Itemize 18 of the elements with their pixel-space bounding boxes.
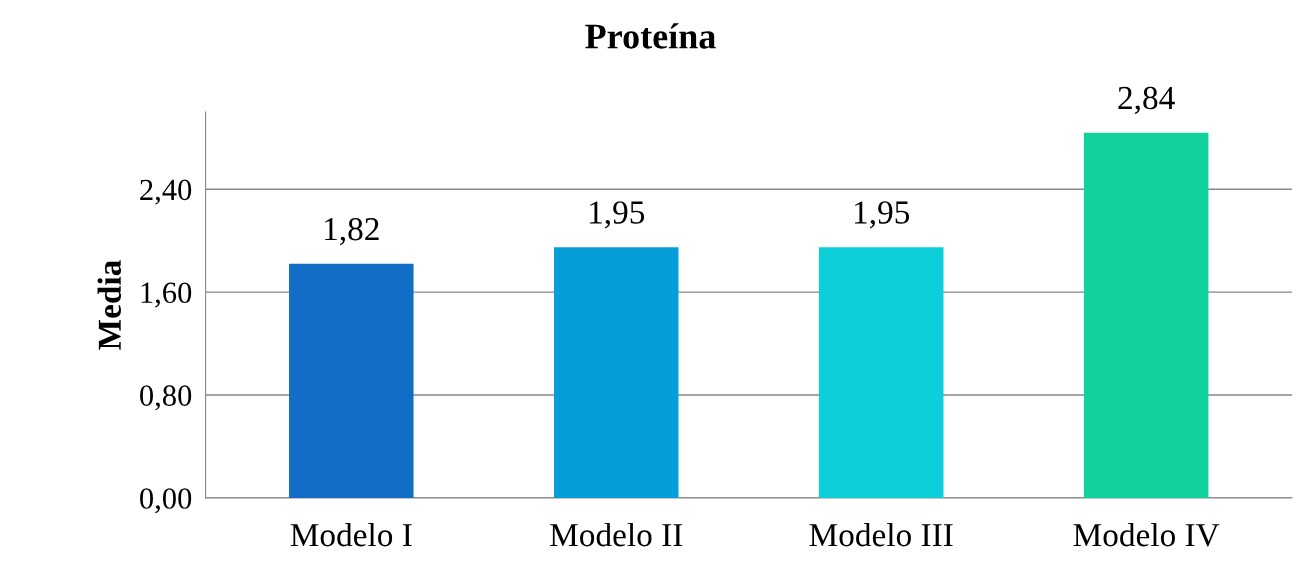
- data-label: 2,84: [1118, 86, 1175, 115]
- bar: [818, 247, 944, 498]
- x-tick-label: Modelo III: [809, 522, 953, 547]
- y-tick-label: 1,60: [141, 282, 192, 308]
- y-tick-label: 0,80: [140, 385, 192, 411]
- data-label: 1,95: [854, 201, 910, 229]
- bar: [1083, 132, 1209, 498]
- chart-title: Proteína: [585, 23, 716, 49]
- y-tick-label: 2,40: [140, 179, 192, 205]
- bar: [553, 247, 679, 498]
- data-label: 1,82: [325, 217, 379, 246]
- x-tick-label: Modelo IV: [1073, 522, 1220, 547]
- y-axis-title: Media: [97, 260, 122, 350]
- y-tick-label: 0,00: [140, 488, 192, 514]
- x-tick-label: Modelo II: [550, 522, 683, 547]
- bar: [289, 263, 414, 498]
- data-label: 1,95: [590, 201, 645, 229]
- x-tick-label: Modelo I: [290, 522, 412, 547]
